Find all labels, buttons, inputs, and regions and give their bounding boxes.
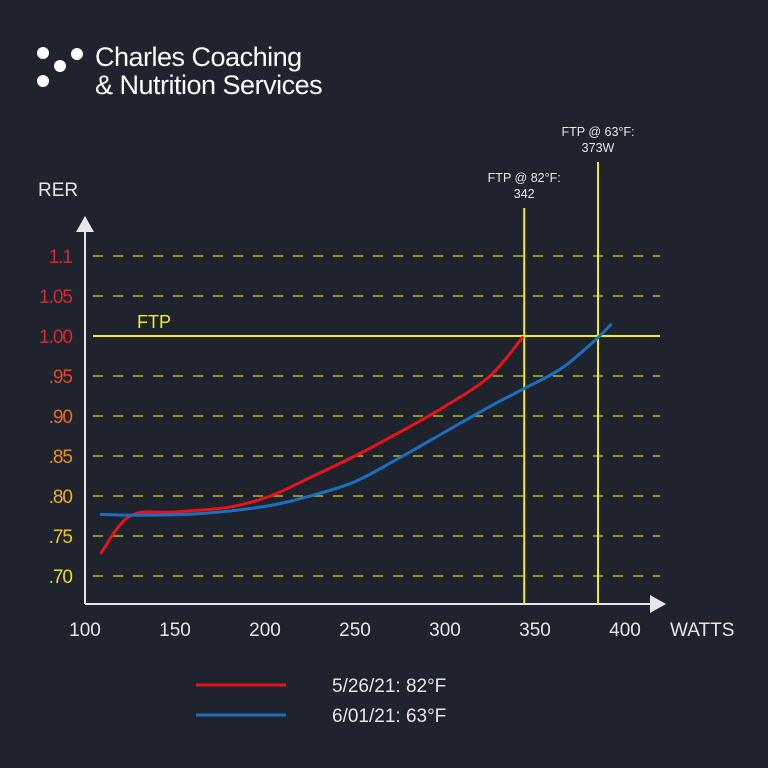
y-tick-label: .85 xyxy=(49,447,73,468)
x-axis-arrow-icon xyxy=(650,595,666,613)
x-tick-label: 250 xyxy=(339,620,371,641)
ftp-marker-value: 373W xyxy=(582,141,615,155)
ftp-marker-value: 342 xyxy=(514,187,535,201)
ftp-marker-label: FTP @ 82°F: xyxy=(488,171,561,185)
brand-line-1: Charles Coaching xyxy=(95,42,302,72)
x-tick-label: 350 xyxy=(519,620,551,641)
y-tick-label: 1.00 xyxy=(39,327,72,348)
y-axis-label: RER xyxy=(38,180,78,201)
legend-label: 5/26/21: 82°F xyxy=(332,676,446,697)
y-tick-label: .70 xyxy=(49,567,73,588)
y-tick-label: 1.05 xyxy=(39,287,72,308)
ftp-marker-label: FTP @ 63°F: xyxy=(561,125,634,139)
x-tick-label: 300 xyxy=(429,620,461,641)
brand-name: Charles Coaching & Nutrition Services xyxy=(95,42,323,100)
y-tick-label: .75 xyxy=(49,527,73,548)
brand-logo-icon xyxy=(37,47,83,87)
y-tick-label: .80 xyxy=(49,487,73,508)
y-tick-label: 1.1 xyxy=(49,247,73,268)
x-tick-label: 150 xyxy=(159,620,191,641)
x-tick-label: 100 xyxy=(69,620,101,641)
series-line-63f xyxy=(99,323,613,517)
y-axis-arrow-icon xyxy=(76,216,94,232)
x-tick-label: 200 xyxy=(249,620,281,641)
legend-label: 6/01/21: 63°F xyxy=(332,706,446,727)
x-tick-label: 400 xyxy=(609,620,641,641)
ftp-label: FTP xyxy=(137,312,171,332)
x-axis-label: WATTS xyxy=(670,620,734,641)
brand-line-2: & Nutrition Services xyxy=(95,70,323,100)
series-line-82f xyxy=(99,336,524,555)
y-tick-label: .90 xyxy=(49,407,73,428)
y-tick-label: .95 xyxy=(49,367,73,388)
